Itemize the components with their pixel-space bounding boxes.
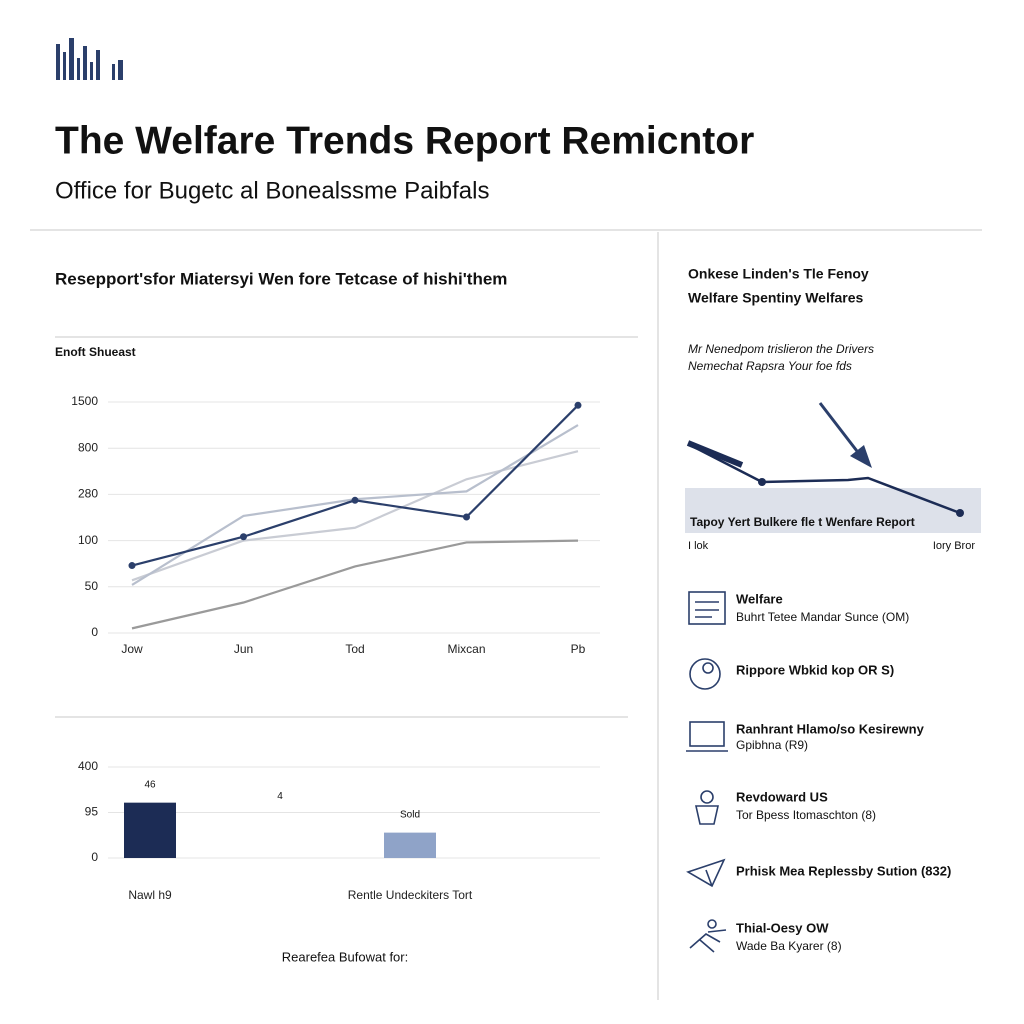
page-subtitle: Office for Bugetc al Bonealssme Paibfals [55, 177, 489, 204]
line-series [131, 539, 579, 630]
item-text: Buhrt Tetee Mandar Sunce (OM) [736, 610, 909, 624]
x-tick-label: Jun [234, 642, 253, 656]
icon [695, 790, 719, 825]
y-tick-label: 100 [78, 533, 98, 547]
point [351, 496, 359, 504]
x-tick-label: Tod [345, 642, 364, 656]
bar [384, 832, 436, 858]
item-text: Wade Ba Kyarer (8) [736, 939, 842, 953]
sidebar-title: Onkese Linden's Tle Fenoy [688, 266, 869, 282]
item-title: Revdoward US [736, 789, 828, 804]
item-title: Welfare [736, 591, 783, 606]
icon [689, 658, 721, 690]
page-title: The Welfare Trends Report Remicntor [55, 119, 754, 162]
chart-title: Enoft Shueast [55, 345, 136, 359]
x-tick-label: Jow [121, 642, 143, 656]
item-title: Ranhrant Hlamo/so Kesirewny [736, 721, 925, 736]
diagram-label: Tapoy Yert Bulkere fle t Wenfare Report [690, 515, 915, 529]
point [463, 513, 470, 521]
y-tick-label: 800 [78, 440, 98, 454]
diagram-axis-label: Iory Bror [933, 540, 976, 552]
point [240, 533, 247, 541]
bar [124, 802, 176, 858]
icon [686, 858, 726, 888]
sidebar-diagram [685, 402, 981, 533]
icon [686, 721, 728, 752]
logo [56, 38, 123, 80]
y-tick-label: 280 [78, 487, 98, 501]
sidebar-description: Mr Nenedpom trislieron the Drivers [688, 342, 874, 356]
annotation: 4 [277, 791, 283, 802]
y-tick-label: 95 [85, 805, 99, 819]
diagram-axis-label: I lok [688, 540, 709, 552]
y-tick-label: 0 [91, 625, 98, 639]
annotation: 46 [144, 779, 156, 790]
point [128, 562, 136, 570]
annotation: Sold [400, 809, 420, 820]
sidebar-subtitle: Welfare Spentiny Welfares [688, 290, 864, 306]
x-tick-label: Nawl h9 [128, 888, 172, 902]
section-title: Resepport'sfor Miatersyi Wen fore Tetcas… [55, 269, 507, 288]
icon [689, 919, 727, 953]
x-tick-label: Mixcan [447, 642, 485, 656]
item-text: Tor Bpess Itomaschton (8) [736, 808, 876, 822]
item-title: Rippore Wbkid kop OR S) [736, 662, 894, 677]
y-tick-label: 50 [85, 579, 99, 593]
y-tick-label: 1500 [71, 394, 98, 408]
x-tick-label: Pb [571, 642, 586, 656]
y-tick-label: 400 [78, 759, 98, 773]
x-tick-label: Rentle Undeckiters Tort [348, 888, 473, 902]
item-title: Prhisk Mea Replessby Sution (832) [736, 863, 951, 878]
item-text: Gpibhna (R9) [736, 738, 808, 752]
item-title: Thial-Oesy OW [736, 920, 829, 935]
icon [688, 591, 726, 625]
chart-caption: Rearefea Bufowat for: [282, 949, 408, 964]
sidebar-description: Nemechat Rapsra Your foe fds [688, 359, 852, 373]
y-tick-label: 0 [91, 850, 98, 864]
point [574, 401, 582, 409]
